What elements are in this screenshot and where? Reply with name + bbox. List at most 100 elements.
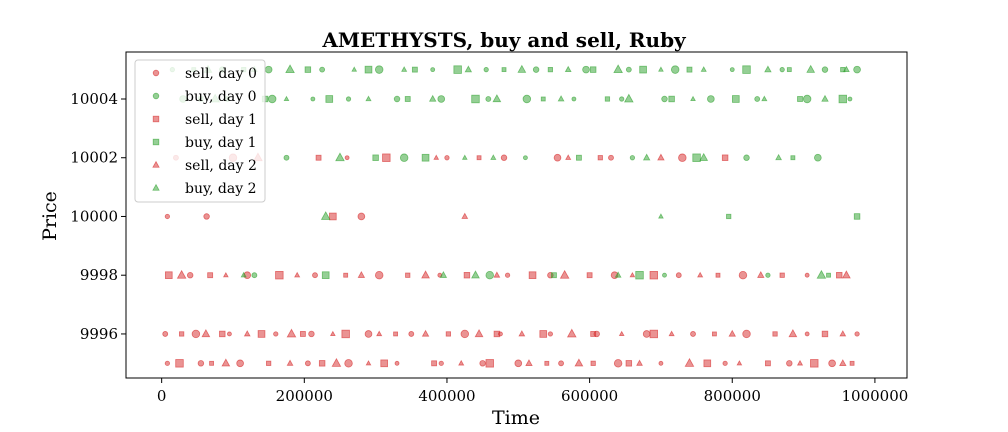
data-point [779, 272, 785, 278]
x-tick-label: 1000000 [841, 387, 908, 405]
data-point [722, 360, 728, 366]
y-axis: 9996 9998 10000 10002 10004 [70, 90, 126, 343]
data-point [754, 96, 761, 102]
data-point [853, 213, 861, 220]
data-point [839, 359, 847, 366]
data-point [351, 66, 358, 72]
data-point [828, 359, 836, 368]
data-point [604, 96, 611, 102]
data-point [614, 271, 622, 278]
x-tick-label: 800000 [704, 387, 761, 405]
data-point [365, 360, 372, 366]
y-tick-label: 10002 [70, 149, 118, 167]
data-point [164, 271, 173, 280]
data-point [775, 153, 783, 161]
data-point [707, 95, 715, 103]
data-point [453, 65, 462, 74]
data-point [294, 271, 301, 278]
data-point [357, 271, 366, 278]
data-point [557, 95, 565, 102]
data-point [463, 272, 471, 279]
data-point [613, 359, 623, 368]
data-point [251, 272, 258, 279]
y-axis-title: Price [39, 191, 61, 241]
data-point [692, 153, 701, 162]
data-point [821, 94, 829, 102]
x-axis: 0 200000 400000 600000 800000 1000000 [157, 378, 908, 405]
data-point [518, 330, 526, 337]
data-point [635, 271, 644, 280]
data-point [401, 66, 408, 72]
x-tick-label: 200000 [276, 387, 333, 405]
data-point [329, 330, 336, 336]
data-point [765, 360, 771, 367]
x-tick-label: 0 [157, 387, 167, 405]
data-point [558, 360, 564, 367]
data-point [806, 64, 816, 73]
data-point [639, 65, 647, 74]
legend-marker [152, 115, 160, 123]
data-point [329, 212, 337, 221]
data-point [658, 66, 664, 72]
data-point [576, 154, 582, 161]
data-point [285, 64, 295, 74]
data-point [219, 330, 226, 338]
data-point [619, 96, 625, 102]
data-point [636, 359, 643, 366]
data-point [283, 95, 290, 101]
data-point [686, 66, 693, 73]
data-point [315, 154, 322, 161]
x-tick-label: 600000 [561, 387, 618, 405]
data-point [222, 271, 229, 278]
data-point [804, 331, 810, 337]
data-point [590, 360, 596, 366]
data-point [613, 64, 623, 74]
data-point [344, 359, 353, 368]
data-point [431, 360, 438, 367]
data-point [839, 330, 847, 337]
data-point [483, 67, 489, 73]
data-point [525, 359, 533, 366]
data-point [523, 155, 528, 161]
data-point [493, 271, 501, 278]
data-point [299, 331, 306, 337]
data-point [341, 329, 350, 339]
data-point [670, 65, 680, 74]
data-point [623, 93, 634, 103]
data-point [649, 271, 658, 280]
data-point [849, 360, 855, 366]
data-point [854, 331, 860, 337]
data-point [321, 271, 330, 280]
data-point [492, 94, 502, 103]
data-point [203, 213, 210, 220]
data-point [528, 271, 537, 280]
legend-label: sell, day 2 [185, 158, 257, 174]
data-point [732, 95, 740, 103]
data-point [490, 154, 497, 160]
data-point [838, 94, 848, 104]
data-point [729, 67, 735, 73]
data-point [375, 65, 384, 74]
data-point [661, 95, 668, 103]
data-point [500, 154, 508, 161]
data-point [264, 65, 273, 74]
data-point [335, 152, 345, 162]
data-point [657, 153, 665, 161]
data-point [514, 359, 523, 368]
data-point [461, 212, 469, 219]
data-point [728, 329, 737, 337]
data-point [240, 271, 247, 278]
data-point [544, 360, 550, 366]
data-point [268, 94, 277, 104]
data-point [675, 272, 682, 279]
data-point [597, 155, 603, 161]
data-point [853, 65, 861, 74]
data-point [286, 328, 297, 338]
data-point [236, 359, 244, 368]
data-point [586, 272, 593, 279]
data-point [343, 272, 349, 278]
data-point [642, 153, 651, 161]
data-point [547, 331, 553, 337]
data-point [382, 153, 391, 162]
data-point [421, 153, 430, 162]
